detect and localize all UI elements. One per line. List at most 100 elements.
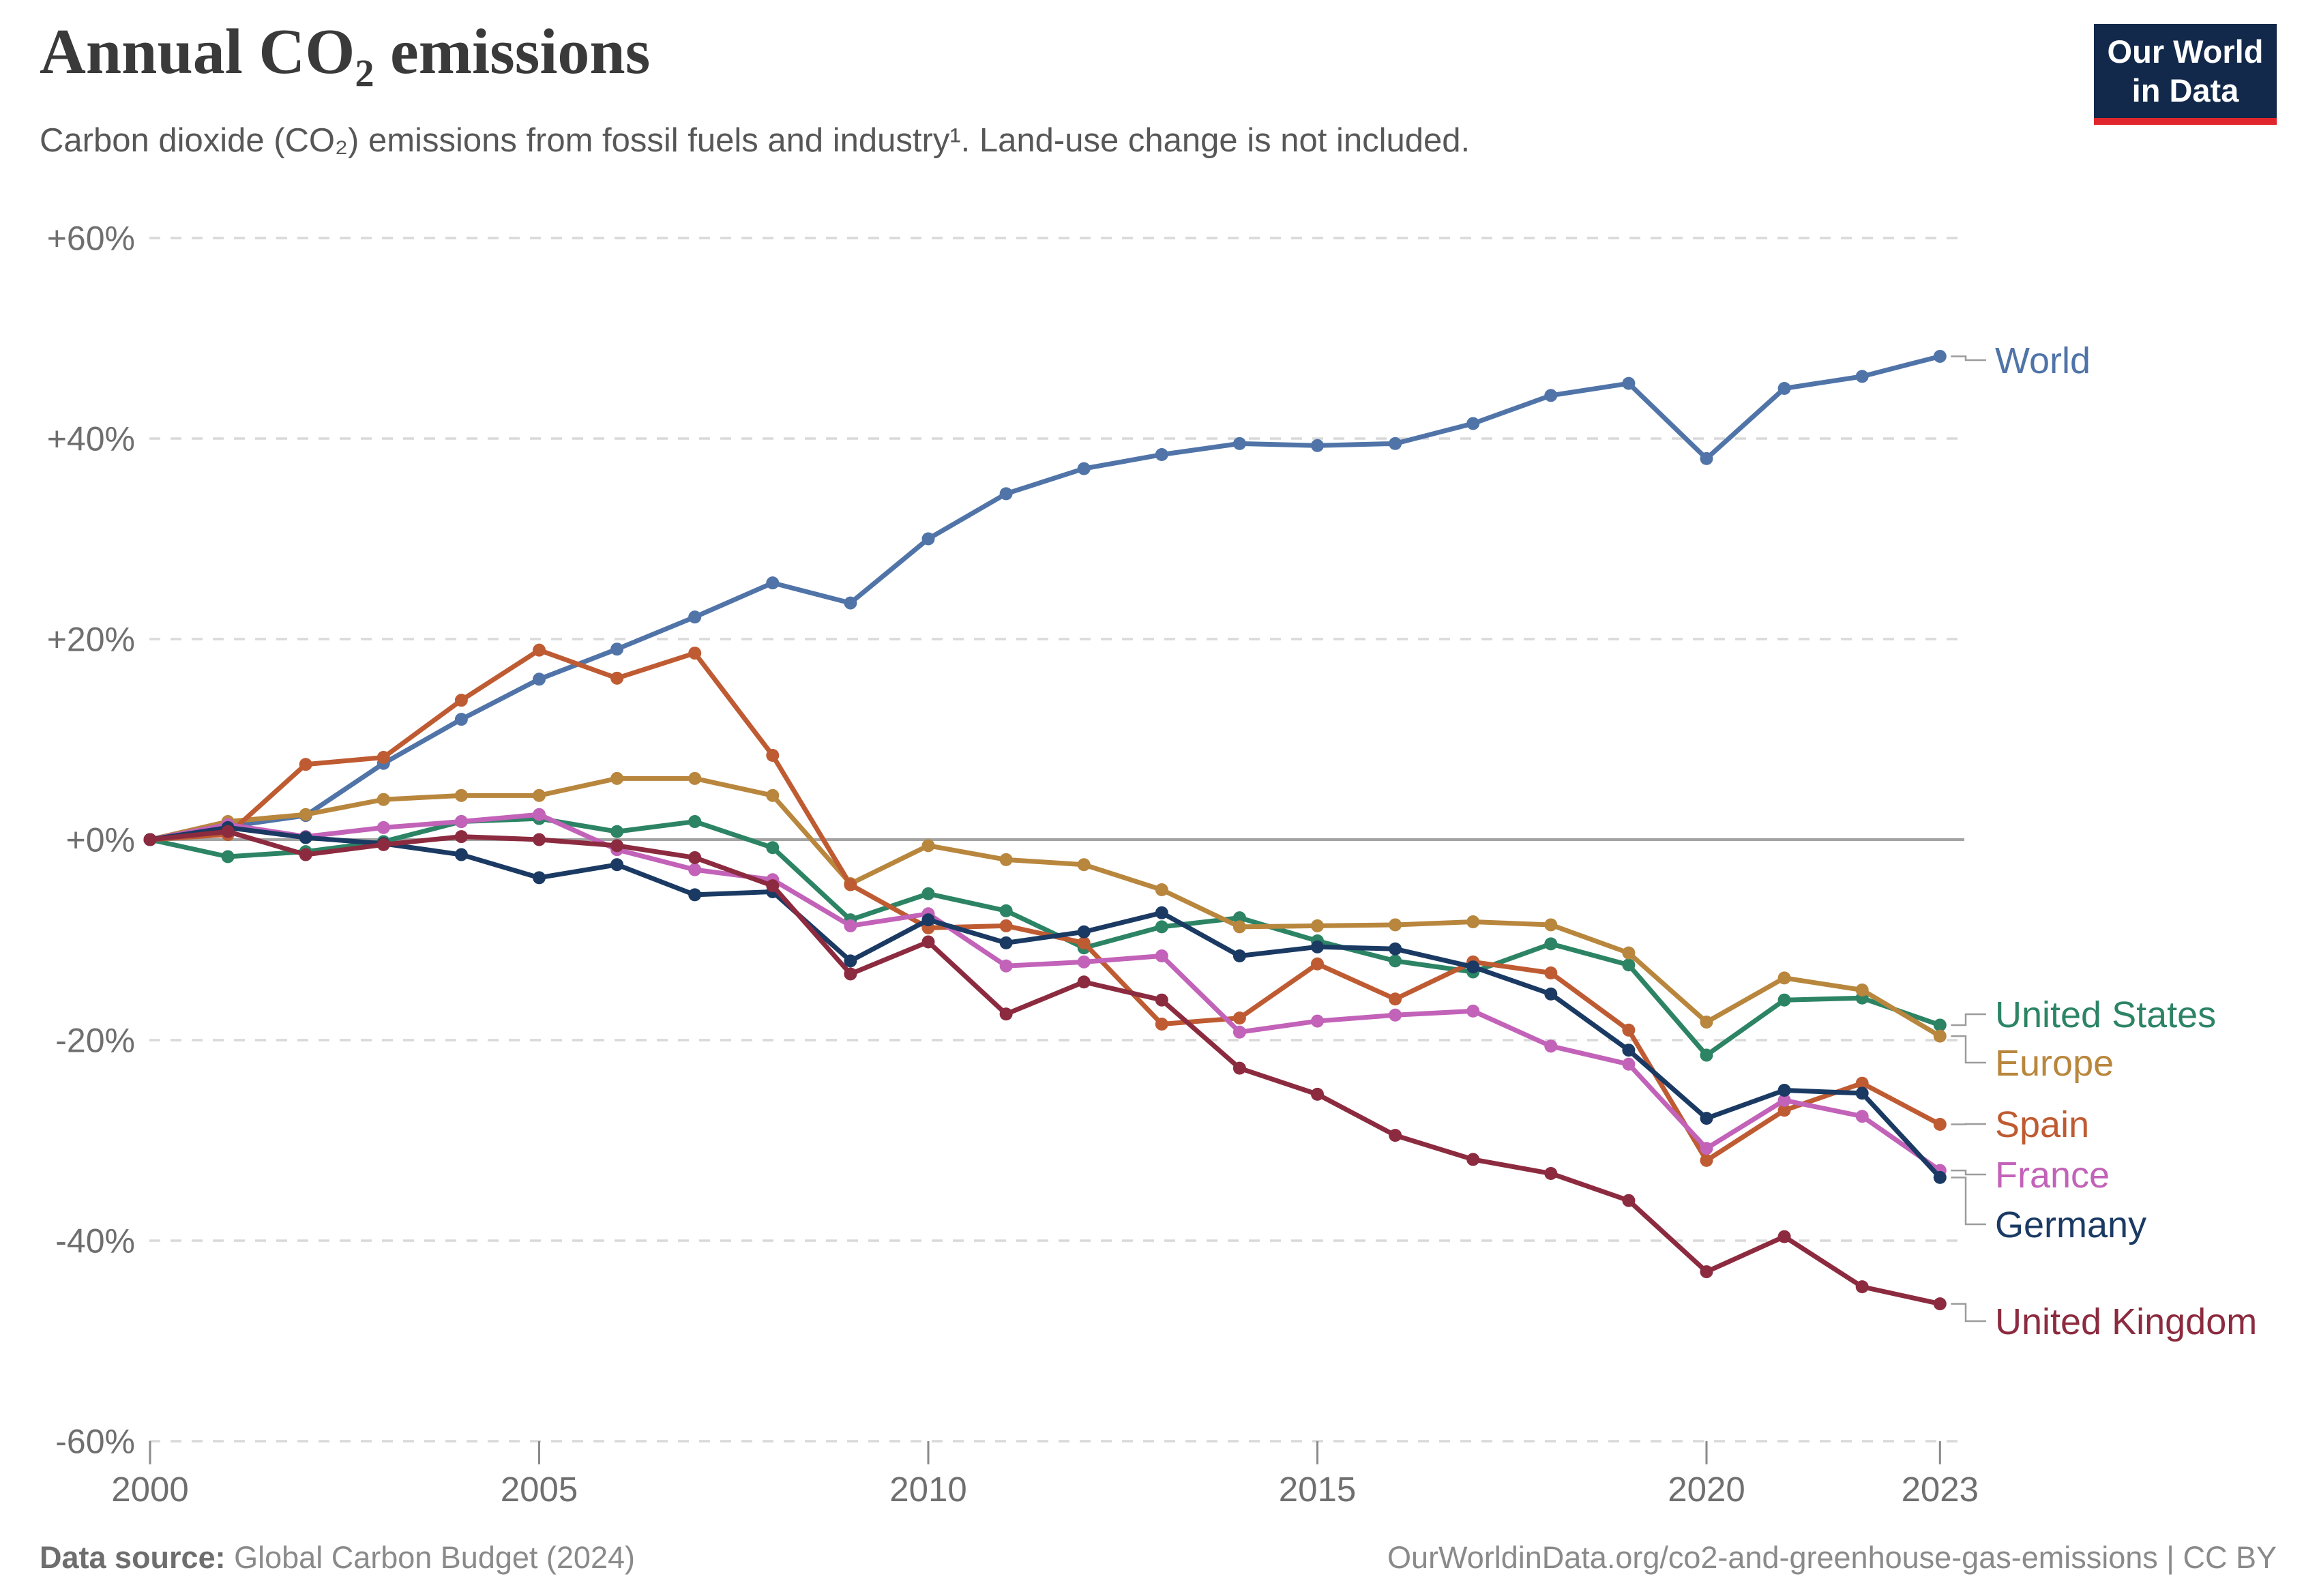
data-point-united-kingdom-2015[interactable] (1311, 1087, 1324, 1101)
data-point-united-kingdom-2012[interactable] (1077, 975, 1091, 989)
data-point-world-2014[interactable] (1232, 437, 1246, 450)
data-point-world-2016[interactable] (1389, 437, 1402, 450)
data-point-germany-2015[interactable] (1311, 940, 1324, 954)
data-point-united-kingdom-2005[interactable] (533, 833, 546, 846)
data-point-germany-2002[interactable] (299, 831, 312, 844)
data-point-world-2018[interactable] (1544, 389, 1558, 402)
data-point-united-kingdom-2008[interactable] (766, 879, 780, 893)
data-point-spain-2022[interactable] (1855, 1076, 1869, 1090)
data-point-world-2011[interactable] (999, 487, 1013, 501)
data-point-france-2009[interactable] (844, 919, 857, 932)
footer-url-license[interactable]: OurWorldinData.org/co2-and-greenhouse-ga… (1387, 1540, 2277, 1575)
data-point-germany-2010[interactable] (921, 913, 935, 927)
data-point-france-2014[interactable] (1232, 1025, 1246, 1039)
data-point-germany-2011[interactable] (999, 936, 1013, 949)
data-point-united-kingdom-2011[interactable] (999, 1007, 1013, 1021)
data-point-germany-2009[interactable] (844, 954, 857, 968)
data-point-united-states-2006[interactable] (610, 825, 624, 838)
data-point-france-2007[interactable] (688, 863, 702, 876)
data-point-spain-2002[interactable] (299, 758, 312, 771)
data-point-world-2019[interactable] (1622, 376, 1636, 390)
data-point-europe-2018[interactable] (1544, 918, 1558, 932)
series-line-germany[interactable] (147, 825, 1943, 1180)
series-spain[interactable] (143, 643, 1947, 1167)
data-point-europe-2012[interactable] (1077, 858, 1091, 872)
data-point-europe-2007[interactable] (688, 771, 702, 785)
data-point-spain-2008[interactable] (766, 749, 780, 763)
data-point-united-kingdom-2007[interactable] (688, 851, 702, 864)
data-point-europe-2019[interactable] (1622, 946, 1636, 960)
data-point-united-kingdom-2010[interactable] (921, 935, 935, 949)
data-point-united-states-2013[interactable] (1155, 920, 1168, 934)
data-point-world-2015[interactable] (1311, 439, 1324, 452)
data-point-united-kingdom-2002[interactable] (299, 848, 312, 861)
data-point-united-kingdom-2019[interactable] (1622, 1194, 1636, 1207)
data-point-germany-2022[interactable] (1855, 1087, 1869, 1100)
data-point-united-kingdom-2000[interactable] (143, 833, 157, 846)
data-point-united-states-2014[interactable] (1232, 911, 1246, 925)
series-label-united-kingdom[interactable]: United Kingdom (1995, 1301, 2257, 1342)
data-point-france-2022[interactable] (1855, 1110, 1869, 1123)
data-point-france-2013[interactable] (1155, 949, 1168, 963)
data-point-germany-2005[interactable] (533, 871, 546, 885)
data-point-europe-2002[interactable] (299, 808, 312, 821)
data-point-spain-2003[interactable] (376, 750, 390, 764)
data-point-united-states-2010[interactable] (921, 887, 935, 900)
data-point-united-states-2007[interactable] (688, 815, 702, 829)
data-point-france-2011[interactable] (999, 959, 1013, 973)
data-point-europe-2013[interactable] (1155, 883, 1168, 896)
data-point-france-2012[interactable] (1077, 955, 1091, 969)
series-line-world[interactable] (147, 353, 1943, 842)
data-point-spain-2011[interactable] (999, 919, 1013, 932)
data-point-world-2021[interactable] (1777, 382, 1791, 395)
data-point-spain-2023[interactable] (1933, 1117, 1947, 1131)
data-point-germany-2016[interactable] (1389, 942, 1402, 956)
data-point-spain-2018[interactable] (1544, 966, 1558, 980)
data-point-germany-2017[interactable] (1466, 960, 1480, 974)
data-point-france-2005[interactable] (533, 808, 546, 821)
series-line-united-kingdom[interactable] (147, 829, 1943, 1307)
data-point-united-kingdom-2016[interactable] (1389, 1129, 1402, 1142)
series-label-europe[interactable]: Europe (1995, 1043, 2114, 1084)
series-label-france[interactable]: France (1995, 1155, 2110, 1196)
data-point-united-kingdom-2020[interactable] (1700, 1265, 1713, 1279)
series-germany[interactable] (143, 821, 1947, 1184)
data-point-france-2017[interactable] (1466, 1004, 1480, 1018)
data-point-germany-2014[interactable] (1232, 949, 1246, 963)
data-point-world-2006[interactable] (610, 642, 624, 656)
data-point-spain-2013[interactable] (1155, 1017, 1168, 1031)
data-point-europe-2016[interactable] (1389, 918, 1402, 932)
data-point-world-2008[interactable] (766, 576, 780, 590)
data-point-united-states-2023[interactable] (1933, 1018, 1947, 1032)
data-point-united-kingdom-2018[interactable] (1544, 1167, 1558, 1181)
data-point-world-2007[interactable] (688, 610, 702, 624)
data-point-united-states-2008[interactable] (766, 841, 780, 855)
data-point-germany-2007[interactable] (688, 888, 702, 902)
data-point-france-2018[interactable] (1544, 1039, 1558, 1053)
data-point-spain-2015[interactable] (1311, 957, 1324, 971)
data-point-germany-2021[interactable] (1777, 1084, 1791, 1097)
data-point-united-states-2020[interactable] (1700, 1048, 1713, 1062)
data-point-germany-2020[interactable] (1700, 1112, 1713, 1125)
data-point-germany-2019[interactable] (1622, 1044, 1636, 1057)
data-point-france-2016[interactable] (1389, 1008, 1402, 1022)
data-point-world-2004[interactable] (454, 713, 468, 726)
data-point-united-states-2018[interactable] (1544, 937, 1558, 951)
data-point-europe-2021[interactable] (1777, 971, 1791, 985)
data-point-europe-2020[interactable] (1700, 1016, 1713, 1029)
data-point-spain-2005[interactable] (533, 643, 546, 657)
data-point-spain-2012[interactable] (1077, 936, 1091, 949)
data-point-europe-2011[interactable] (999, 853, 1013, 866)
series-line-france[interactable] (147, 812, 1943, 1173)
data-point-world-2023[interactable] (1933, 349, 1947, 363)
data-point-europe-2008[interactable] (766, 788, 780, 802)
data-point-spain-2014[interactable] (1232, 1011, 1246, 1025)
data-point-united-kingdom-2023[interactable] (1933, 1297, 1947, 1311)
data-point-world-2022[interactable] (1855, 370, 1869, 383)
data-point-germany-2012[interactable] (1077, 925, 1091, 939)
data-point-united-kingdom-2009[interactable] (844, 967, 857, 981)
data-point-europe-2023[interactable] (1933, 1029, 1947, 1043)
data-point-europe-2010[interactable] (921, 839, 935, 853)
data-point-europe-2003[interactable] (376, 793, 390, 806)
data-point-united-states-2016[interactable] (1389, 954, 1402, 968)
